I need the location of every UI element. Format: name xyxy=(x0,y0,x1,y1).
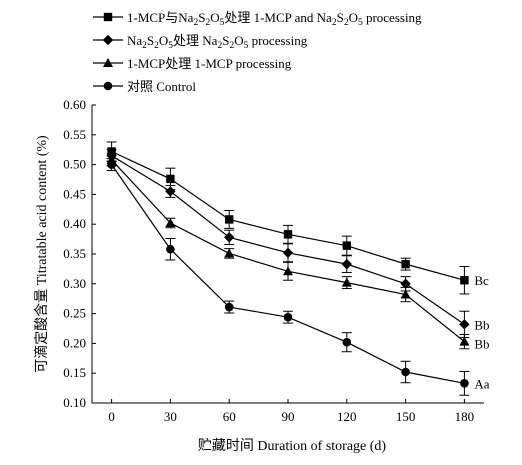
legend-label: 1-MCP处理 1-MCP processing xyxy=(127,56,292,71)
legend-marker xyxy=(103,58,113,67)
data-point xyxy=(401,367,410,377)
axes: 0.10 0.15 0.20 0.25 0.30 0.35 0.40 0.45 0.50 0.55… xyxy=(63,97,484,424)
data-point xyxy=(107,160,116,169)
x-tick-label: 180 xyxy=(455,409,475,424)
data-point xyxy=(459,319,470,330)
x-tick-label: 120 xyxy=(337,409,357,424)
data-point xyxy=(282,247,294,259)
x-tick-label: 90 xyxy=(282,409,295,424)
data-point xyxy=(341,277,352,287)
legend-entry-2: Na2S2O5处理 Na2S2O5 processing xyxy=(93,33,308,51)
data-point xyxy=(341,258,352,270)
data-point xyxy=(165,218,176,228)
plot-area: Bc Bb Bb Aa xyxy=(106,141,490,396)
x-tick-label: 60 xyxy=(223,409,236,424)
data-point xyxy=(400,289,411,299)
y-tick-label: 0.55 xyxy=(63,127,86,142)
legend-entry-4: 对照 Control xyxy=(93,79,196,94)
x-tick-label: 150 xyxy=(396,409,416,424)
legend-entry-3: 1-MCP处理 1-MCP processing xyxy=(93,56,292,71)
y-tick-label: 0.10 xyxy=(63,395,86,410)
data-point xyxy=(224,232,235,243)
significance-label: Aa xyxy=(474,376,489,391)
data-point xyxy=(459,336,470,346)
legend-entry-1: 1-MCP与Na2S2O5处理 1-MCP and Na2S2O5 proces… xyxy=(93,10,422,28)
y-tick-label: 0.15 xyxy=(63,365,86,380)
data-point xyxy=(283,230,293,239)
data-point xyxy=(400,278,411,289)
significance-label: Bb xyxy=(474,337,489,352)
y-tick-label: 0.40 xyxy=(63,216,86,231)
significance-label: Bb xyxy=(474,317,489,332)
legend-marker xyxy=(103,81,113,91)
significance-label: Bc xyxy=(474,273,489,288)
x-tick-label: 30 xyxy=(164,409,177,424)
x-axis-title: 贮藏时间 Duration of storage (d) xyxy=(198,438,387,454)
y-tick-label: 0.35 xyxy=(63,246,86,261)
x-tick-label: 0 xyxy=(108,409,115,424)
data-point xyxy=(342,337,352,347)
y-tick-label: 0.60 xyxy=(63,97,86,112)
data-point xyxy=(460,379,469,388)
series-2: Bb xyxy=(106,149,490,338)
y-tick-label: 0.45 xyxy=(63,186,86,201)
legend-label: 1-MCP与Na2S2O5处理 1-MCP and Na2S2O5 proces… xyxy=(127,10,422,28)
data-point xyxy=(166,174,175,184)
data-point xyxy=(224,248,235,258)
data-point xyxy=(460,276,469,285)
data-point xyxy=(342,241,351,250)
series-1: Bc xyxy=(106,141,489,295)
data-point xyxy=(166,244,175,254)
y-tick-label: 0.50 xyxy=(63,157,86,172)
data-point xyxy=(225,215,234,224)
legend-marker xyxy=(103,12,113,22)
data-point xyxy=(283,266,293,276)
legend-label: 对照 Control xyxy=(127,79,196,94)
y-tick-label: 0.30 xyxy=(63,276,86,291)
y-tick-label: 0.20 xyxy=(63,335,86,350)
legend-label: Na2S2O5处理 Na2S2O5 processing xyxy=(127,33,308,51)
data-point xyxy=(283,312,293,322)
data-point xyxy=(165,186,176,197)
legend: 1-MCP与Na2S2O5处理 1-MCP and Na2S2O5 proces… xyxy=(93,10,422,94)
y-axis-title: 可滴定酸含量 Titratable acid content (%) xyxy=(33,135,50,373)
data-point xyxy=(224,302,234,312)
legend-marker xyxy=(102,34,114,46)
data-point xyxy=(401,259,410,269)
y-tick-label: 0.25 xyxy=(63,306,86,321)
series-4: Aa xyxy=(106,158,490,396)
